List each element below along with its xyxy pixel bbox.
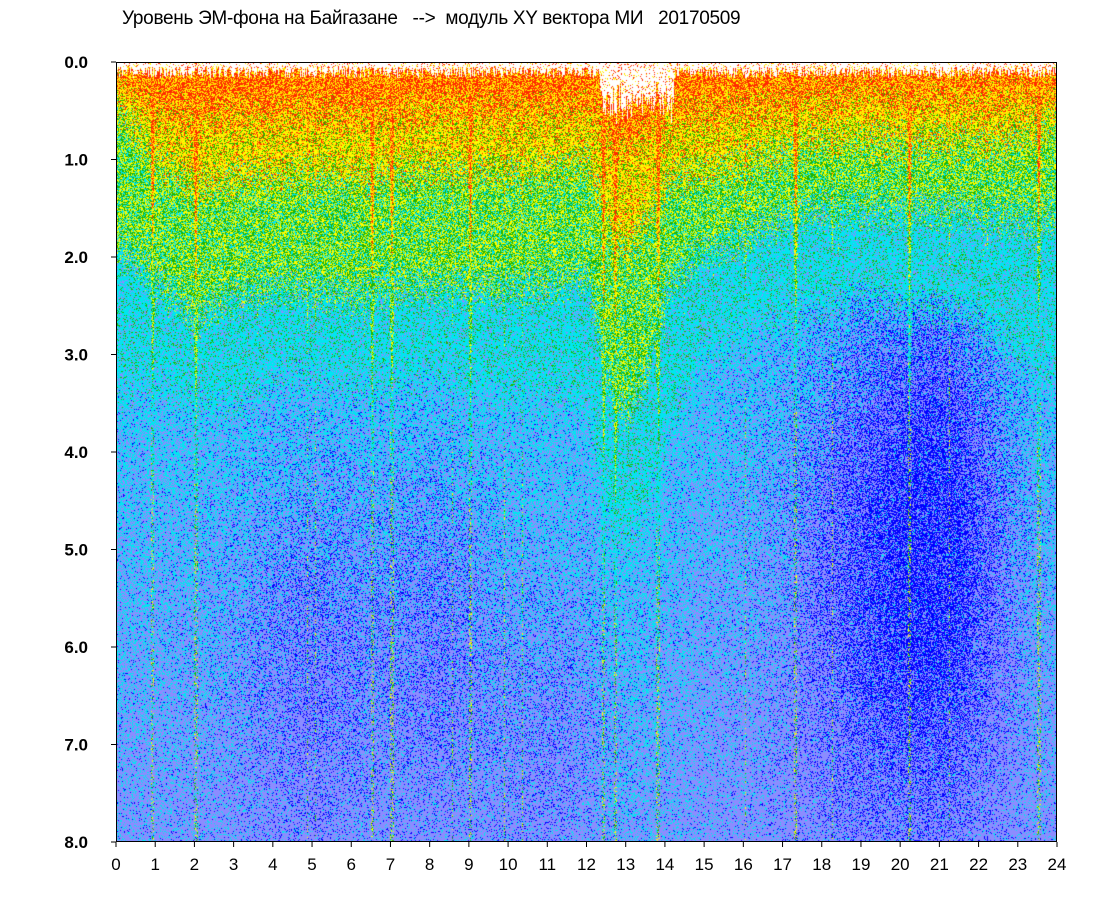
y-tick-label: 4.0: [64, 443, 88, 462]
x-tick-label: 6: [347, 855, 356, 874]
x-tick-label: 8: [425, 855, 434, 874]
x-tick-label: 19: [851, 855, 870, 874]
x-tick-label: 12: [577, 855, 596, 874]
x-tick-label: 18: [812, 855, 831, 874]
x-tick-label: 1: [150, 855, 159, 874]
x-tick-label: 9: [464, 855, 473, 874]
x-tick-label: 3: [229, 855, 238, 874]
x-tick-label: 17: [773, 855, 792, 874]
y-tick-label: 1.0: [64, 151, 88, 170]
y-tick-label: 5.0: [64, 541, 88, 560]
x-tick-label: 13: [616, 855, 635, 874]
heatmap-canvas: [117, 63, 1056, 841]
x-tick-label: 21: [930, 855, 949, 874]
x-tick-label: 23: [1008, 855, 1027, 874]
x-tick-label: 4: [268, 855, 277, 874]
x-tick-label: 5: [307, 855, 316, 874]
y-tick-label: 3.0: [64, 346, 88, 365]
x-tick-label: 14: [655, 855, 674, 874]
x-tick-label: 20: [891, 855, 910, 874]
y-tick-label: 2.0: [64, 248, 88, 267]
y-axis: 0.0 1.0 2.0 3.0 4.0 5.0 6.0 7.0 8.0: [64, 53, 116, 852]
x-tick-label: 7: [386, 855, 395, 874]
y-tick-label: 6.0: [64, 638, 88, 657]
y-tick-label: 8.0: [64, 833, 88, 852]
x-tick-label: 0: [111, 855, 120, 874]
x-tick-label: 15: [695, 855, 714, 874]
y-tick-label: 0.0: [64, 53, 88, 72]
plot-area: [116, 62, 1057, 842]
x-tick-label: 16: [734, 855, 753, 874]
x-tick-label: 24: [1048, 855, 1067, 874]
x-tick-label: 2: [190, 855, 199, 874]
x-tick-label: 10: [499, 855, 518, 874]
x-axis: 0 1 2 3 4 5 6 7 8 9 10 11 12 13 14 15 16 17 18 19 20 21 22 23 24: [111, 842, 1066, 874]
chart-title: Уровень ЭМ-фона на Байгазане --> модуль …: [122, 8, 741, 29]
x-tick-label: 11: [538, 855, 556, 874]
y-tick-label: 7.0: [64, 736, 88, 755]
x-tick-label: 22: [969, 855, 988, 874]
